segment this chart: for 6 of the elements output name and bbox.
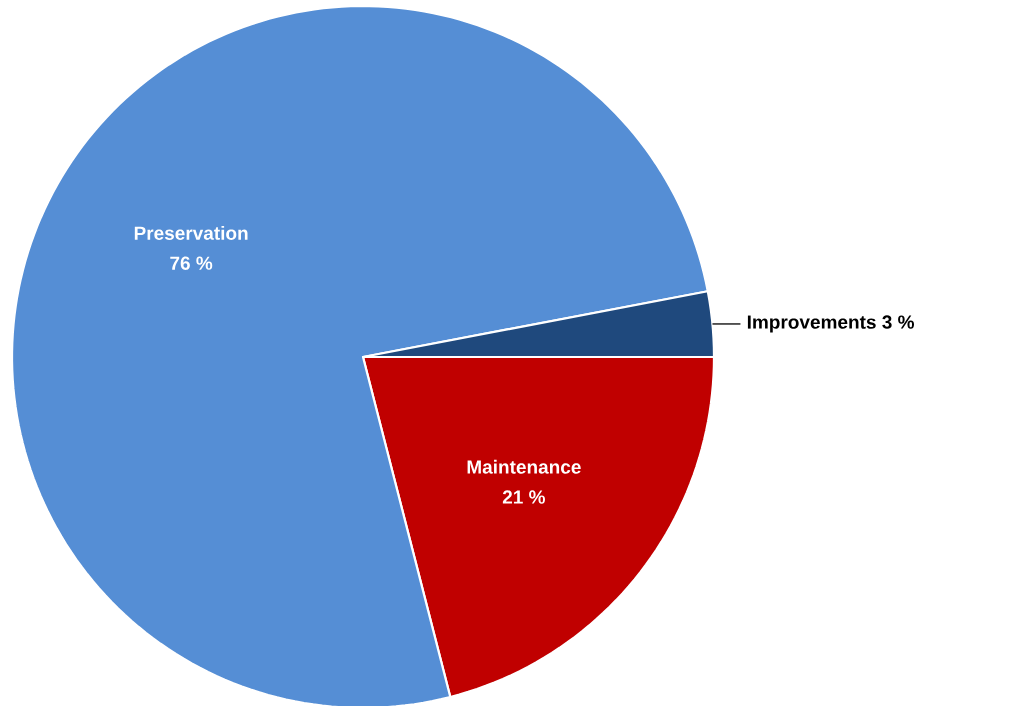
slice-label: Maintenance (467, 459, 581, 474)
data-label: 21 % (502, 490, 545, 504)
data-label: 3 % (882, 315, 915, 329)
slice-label: Preservation (134, 225, 248, 240)
slice-label: Improvements (747, 315, 876, 333)
data-label: 76 % (170, 256, 213, 270)
